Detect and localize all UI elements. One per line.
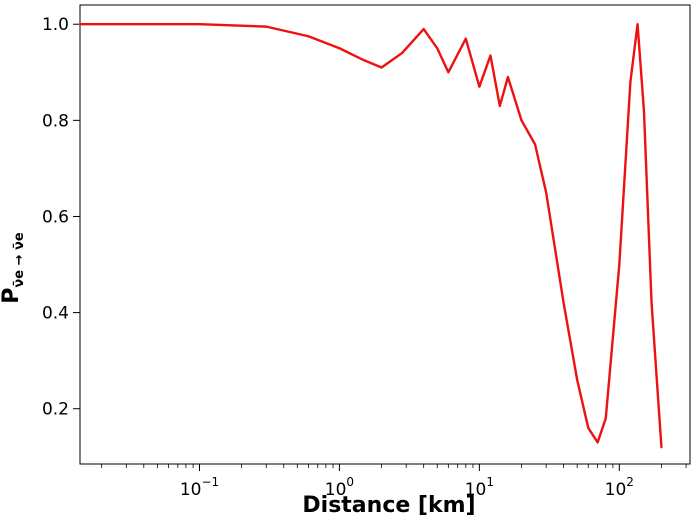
plot-border [79,4,691,465]
series-layer [78,23,663,449]
x-tick-label: 10−1 [180,475,219,500]
y-tick-label: 1.0 [42,15,69,35]
y-tick-label: 0.8 [42,111,69,131]
y-axis-ticks: 0.2 0.4 0.6 0.8 1.0 [42,15,80,420]
x-axis-title: Distance [km] [302,493,475,518]
x-axis-ticks: 10−1 100 101 102 [101,464,687,500]
x-tick-label: 101 [465,475,494,500]
series-line [78,23,663,449]
y-axis-title-subscript: ν̄e → ν̄e [12,232,27,287]
plot-frame [79,4,691,465]
y-tick-label: 0.4 [42,304,69,324]
x-tick-label: 100 [325,475,354,500]
y-tick-label: 0.2 [42,400,69,420]
x-tick-label: 102 [605,475,634,500]
y-axis-title: Pν̄e → ν̄e [0,232,27,304]
y-axis-title-main: P [0,288,24,304]
y-tick-label: 0.6 [42,207,69,227]
